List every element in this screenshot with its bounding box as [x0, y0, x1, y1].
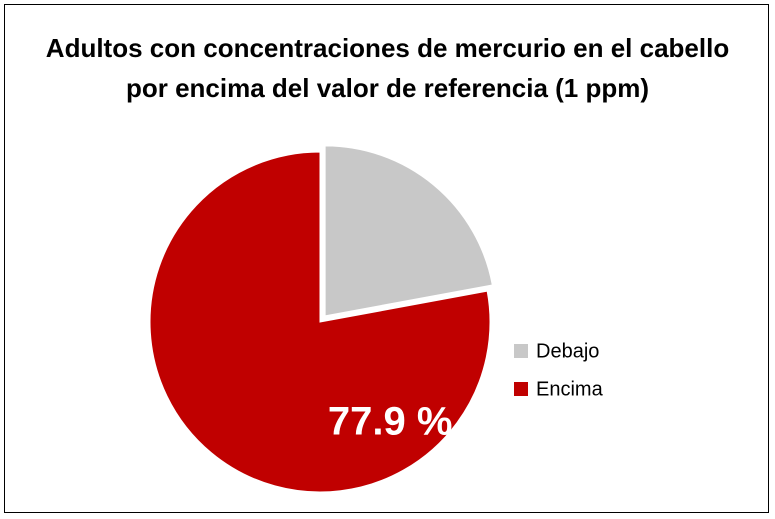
legend-swatch	[514, 382, 528, 396]
legend-label: Debajo	[536, 340, 599, 362]
chart-title: Adultos con concentraciones de mercurio …	[45, 33, 730, 103]
legend-swatch	[514, 344, 528, 358]
data-label: 77.9 %	[328, 399, 453, 443]
pie-slice	[149, 151, 491, 493]
legend-label: Encima	[536, 378, 604, 400]
chart-frame	[4, 4, 769, 513]
pie-slice	[324, 145, 493, 317]
